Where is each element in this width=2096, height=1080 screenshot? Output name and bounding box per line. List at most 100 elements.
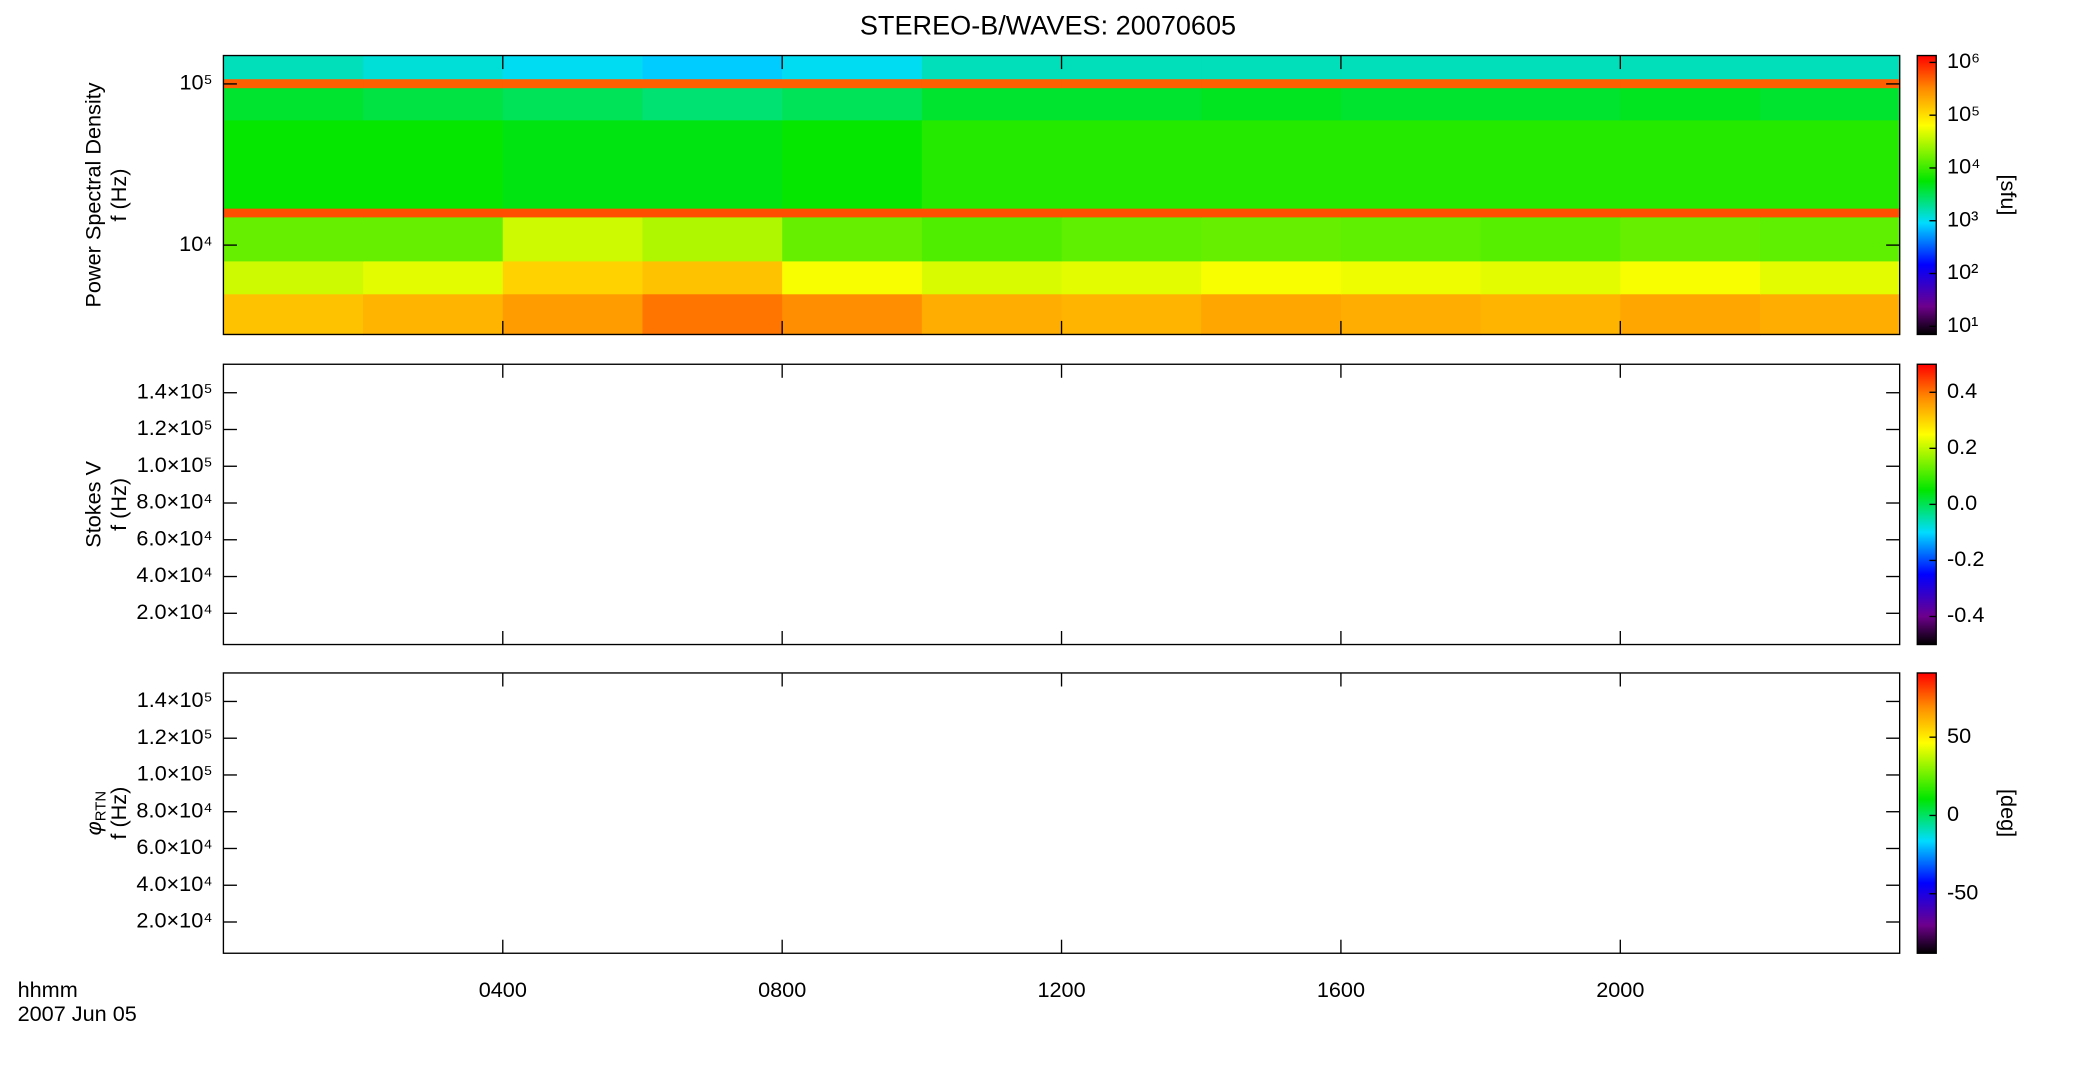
heatmap-cell bbox=[1061, 216, 1202, 262]
heatmap-cell bbox=[502, 207, 644, 218]
heatmap-cell bbox=[1061, 260, 1202, 295]
heatmap-cell bbox=[782, 119, 923, 209]
y-tick-label: 8.0×10⁴ bbox=[136, 489, 212, 514]
heatmap-cell bbox=[363, 87, 504, 121]
heatmap-cell bbox=[223, 87, 364, 121]
y-tick-label: 4.0×10⁴ bbox=[136, 871, 212, 896]
heatmap-cell bbox=[1201, 87, 1342, 121]
heatmap-cell bbox=[1620, 87, 1761, 121]
heatmap-cell bbox=[1620, 293, 1761, 336]
heatmap-cell bbox=[1759, 207, 1901, 218]
heatmap-cell bbox=[921, 216, 1063, 262]
y-tick-label: 1.2×10⁵ bbox=[137, 724, 213, 749]
heatmap-cell bbox=[921, 87, 1063, 121]
colorbar-tick-label: 0.0 bbox=[1947, 490, 1977, 515]
heatmap-cell bbox=[642, 119, 783, 209]
heatmap-cell bbox=[1340, 260, 1482, 295]
colorbar-tick-label: 0 bbox=[1947, 801, 1959, 826]
y-tick-label: 1.4×10⁵ bbox=[137, 378, 213, 403]
x-tick-label: 0400 bbox=[479, 977, 527, 1002]
heatmap-cell bbox=[1201, 78, 1342, 89]
heatmap-cell bbox=[1061, 55, 1202, 80]
heatmap-cell bbox=[363, 293, 504, 336]
heatmap-cell bbox=[921, 293, 1063, 336]
heatmap-cell bbox=[782, 216, 923, 262]
heatmap-cell bbox=[921, 207, 1063, 218]
heatmap-cell bbox=[223, 55, 364, 80]
heatmap-cell bbox=[502, 293, 644, 336]
heatmap-cell bbox=[1201, 293, 1342, 336]
heatmap-cell bbox=[502, 119, 644, 209]
colorbar-tick-label: 10⁵ bbox=[1947, 101, 1980, 126]
colorbar-tick-label: -0.2 bbox=[1947, 546, 1984, 571]
heatmap-cell bbox=[1340, 87, 1482, 121]
y-axis-label: Stokes V bbox=[80, 461, 105, 548]
heatmap-cell bbox=[1480, 119, 1621, 209]
x-tick-label: 0800 bbox=[758, 977, 806, 1002]
y-axis-label: f (Hz) bbox=[106, 169, 131, 222]
plot-frame bbox=[222, 672, 1901, 954]
y-axis-label: Power Spectral Density bbox=[80, 82, 105, 307]
colorbar-tick-label: 10³ bbox=[1947, 206, 1978, 231]
heatmap-cell bbox=[1620, 119, 1761, 209]
x-axis-label: hhmm bbox=[18, 977, 78, 1002]
heatmap-cell bbox=[1759, 87, 1901, 121]
y-tick-label: 6.0×10⁴ bbox=[136, 834, 212, 859]
heatmap-cell bbox=[782, 260, 923, 295]
heatmap-cell bbox=[1759, 216, 1901, 262]
heatmap-cell bbox=[502, 55, 644, 80]
heatmap-cell bbox=[363, 216, 504, 262]
y-tick-label: 1.4×10⁵ bbox=[137, 687, 213, 712]
heatmap-cell bbox=[1620, 78, 1761, 89]
colorbar bbox=[1916, 54, 1937, 336]
colorbar-tick-label: 10⁴ bbox=[1947, 154, 1980, 179]
heatmap-cell bbox=[223, 119, 364, 209]
heatmap-cell bbox=[642, 55, 783, 80]
heatmap-cell bbox=[1480, 216, 1621, 262]
heatmap-cell bbox=[1759, 260, 1901, 295]
heatmap-cell bbox=[1061, 78, 1202, 89]
heatmap-cell bbox=[782, 293, 923, 336]
heatmap-cell bbox=[921, 260, 1063, 295]
y-tick-label: 4.0×10⁴ bbox=[136, 562, 212, 587]
heatmap-cell bbox=[502, 87, 644, 121]
heatmap-cell bbox=[1620, 55, 1761, 80]
heatmap-cell bbox=[782, 87, 923, 121]
heatmap-cell bbox=[1759, 78, 1901, 89]
heatmap-cell bbox=[1201, 207, 1342, 218]
y-tick-label: 10⁴ bbox=[179, 231, 212, 256]
heatmap-cell bbox=[1340, 55, 1482, 80]
heatmap-cell bbox=[1340, 293, 1482, 336]
heatmap-cell bbox=[1759, 119, 1901, 209]
date-label: 2007 Jun 05 bbox=[18, 1001, 137, 1026]
heatmap-cell bbox=[782, 78, 923, 89]
heatmap-cell bbox=[1061, 293, 1202, 336]
heatmap-cell bbox=[502, 78, 644, 89]
heatmap-cell bbox=[1061, 207, 1202, 218]
heatmap-cell bbox=[642, 78, 783, 89]
colorbar-label: [deg] bbox=[1996, 789, 2021, 837]
heatmap-cell bbox=[921, 119, 1063, 209]
heatmap-cell bbox=[1340, 216, 1482, 262]
y-tick-label: 2.0×10⁴ bbox=[136, 599, 212, 624]
heatmap-cell bbox=[642, 207, 783, 218]
y-tick-label: 10⁵ bbox=[180, 70, 213, 95]
heatmap-cell bbox=[1620, 216, 1761, 262]
heatmap-cell bbox=[363, 78, 504, 89]
heatmap-cell bbox=[1620, 260, 1761, 295]
heatmap-cell bbox=[921, 78, 1063, 89]
y-axis-label: f (Hz) bbox=[106, 478, 131, 531]
heatmap-cell bbox=[1061, 119, 1202, 209]
y-tick-label: 1.0×10⁵ bbox=[137, 761, 213, 786]
heatmap-cell bbox=[363, 207, 504, 218]
heatmap-cell bbox=[642, 87, 783, 121]
colorbar-tick-label: 10⁶ bbox=[1947, 48, 1980, 73]
y-tick-label: 8.0×10⁴ bbox=[136, 797, 212, 822]
colorbar-tick-label: 50 bbox=[1947, 723, 1971, 748]
y-axis-label: φRTN bbox=[80, 791, 109, 835]
colorbar-tick-label: 10¹ bbox=[1947, 312, 1978, 337]
heatmap-cell bbox=[642, 216, 783, 262]
heatmap-cell bbox=[363, 55, 504, 80]
plot-frame bbox=[222, 363, 1901, 646]
heatmap-cell bbox=[782, 207, 923, 218]
